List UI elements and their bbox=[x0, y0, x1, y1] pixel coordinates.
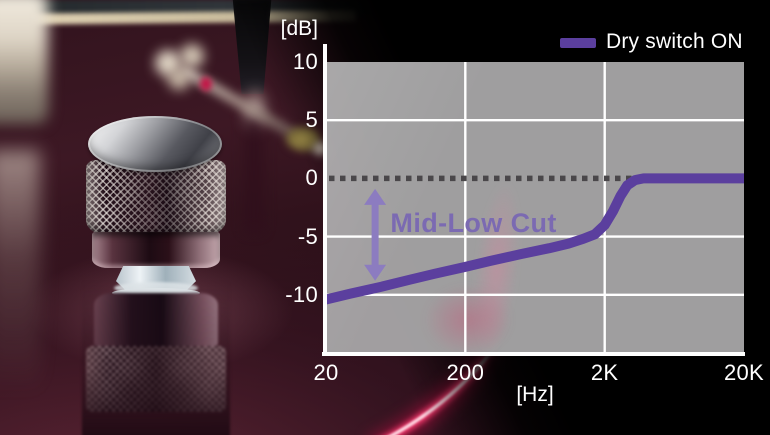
y-tick-label: -10 bbox=[285, 281, 318, 307]
legend-line-swatch bbox=[560, 38, 596, 48]
y-tick-label: 5 bbox=[305, 107, 318, 133]
x-axis-line bbox=[322, 352, 745, 356]
plot-background bbox=[326, 62, 744, 353]
x-tick-label: 2K bbox=[590, 360, 619, 385]
y-tick-label: -5 bbox=[297, 223, 318, 249]
y-tick-label: 0 bbox=[305, 165, 318, 191]
legend: Dry switch ON bbox=[558, 28, 758, 54]
y-axis-line bbox=[323, 44, 327, 353]
mid-low-cut-annotation: Mid-Low Cut bbox=[390, 207, 557, 238]
x-axis-unit-label: [Hz] bbox=[516, 383, 554, 406]
y-tick-label: 10 bbox=[292, 49, 318, 74]
x-tick-label: 200 bbox=[446, 360, 485, 385]
x-tick-label: 20K bbox=[723, 360, 765, 385]
plot-canvas bbox=[326, 62, 744, 353]
y-axis-unit-label: [dB] bbox=[280, 17, 318, 40]
legend-label: Dry switch ON bbox=[606, 30, 743, 53]
x-tick-label: 20 bbox=[313, 360, 339, 385]
